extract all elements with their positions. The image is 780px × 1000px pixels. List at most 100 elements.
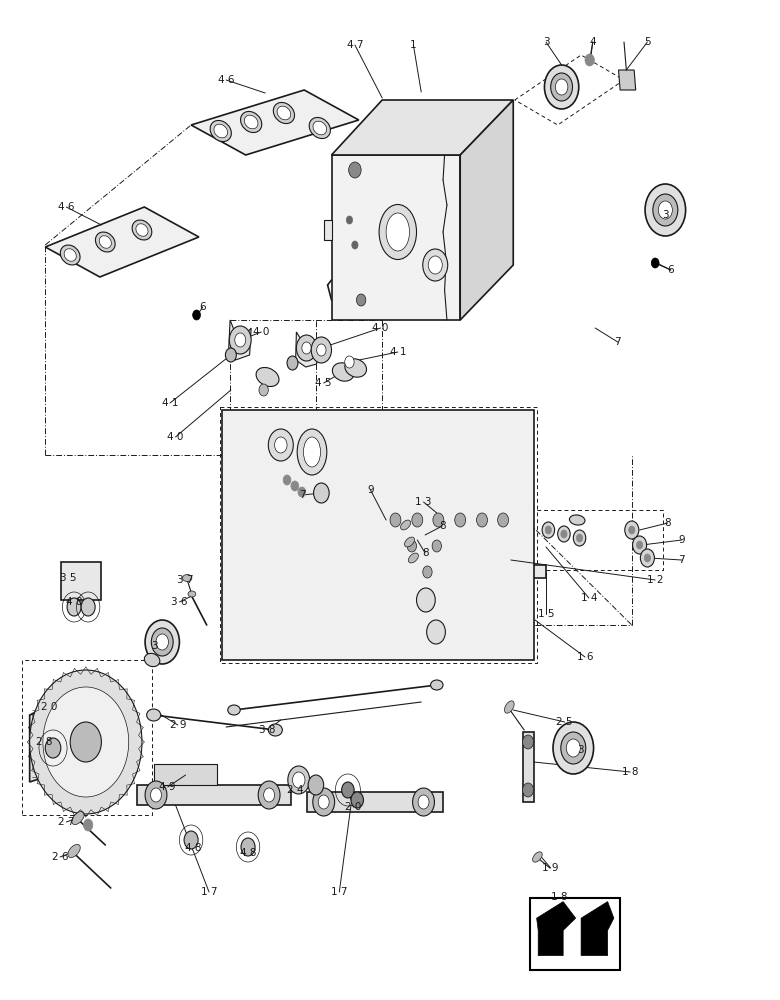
Polygon shape: [581, 902, 614, 956]
Text: 4 1: 4 1: [161, 398, 179, 408]
Text: 1 7: 1 7: [331, 887, 348, 897]
Text: 1 2: 1 2: [647, 575, 664, 585]
Ellipse shape: [60, 245, 80, 265]
Circle shape: [498, 513, 509, 527]
Circle shape: [432, 540, 441, 552]
Circle shape: [283, 475, 291, 485]
Text: 4 1: 4 1: [389, 347, 406, 357]
Ellipse shape: [95, 232, 115, 252]
Circle shape: [356, 294, 366, 306]
Circle shape: [428, 256, 442, 274]
Polygon shape: [154, 764, 217, 785]
Ellipse shape: [533, 852, 542, 862]
Ellipse shape: [132, 220, 152, 240]
Circle shape: [298, 487, 306, 497]
Circle shape: [523, 783, 534, 797]
Circle shape: [551, 73, 573, 101]
Circle shape: [314, 483, 329, 503]
Circle shape: [345, 356, 354, 368]
Circle shape: [417, 588, 435, 612]
Ellipse shape: [297, 429, 327, 475]
Circle shape: [455, 513, 466, 527]
Ellipse shape: [379, 205, 417, 259]
Text: 2 0: 2 0: [41, 702, 57, 712]
Circle shape: [311, 337, 332, 363]
Ellipse shape: [244, 115, 258, 129]
Circle shape: [427, 620, 445, 644]
Text: 3: 3: [151, 641, 158, 651]
Polygon shape: [296, 332, 318, 367]
Ellipse shape: [431, 680, 443, 690]
Circle shape: [291, 481, 299, 491]
Circle shape: [302, 342, 311, 354]
Circle shape: [313, 788, 335, 816]
Circle shape: [145, 781, 167, 809]
Ellipse shape: [332, 363, 354, 381]
Text: 4 0: 4 0: [254, 327, 269, 337]
Text: 2 7: 2 7: [58, 817, 75, 827]
Text: 1 3: 1 3: [415, 497, 432, 507]
Circle shape: [553, 722, 594, 774]
Text: 4 6: 4 6: [218, 75, 235, 85]
Circle shape: [477, 513, 488, 527]
Circle shape: [349, 162, 361, 178]
Text: 1 5: 1 5: [537, 609, 555, 619]
Circle shape: [412, 513, 423, 527]
Circle shape: [70, 722, 101, 762]
Polygon shape: [191, 90, 359, 155]
Ellipse shape: [68, 844, 80, 858]
Text: 7: 7: [615, 337, 621, 347]
Ellipse shape: [401, 520, 410, 530]
Text: 4: 4: [590, 37, 596, 47]
Polygon shape: [324, 220, 332, 240]
Text: 8: 8: [422, 548, 428, 558]
Polygon shape: [619, 70, 636, 90]
Text: 6: 6: [200, 302, 206, 312]
Circle shape: [544, 65, 579, 109]
Ellipse shape: [188, 591, 196, 597]
Ellipse shape: [268, 724, 282, 736]
Polygon shape: [307, 792, 443, 812]
Circle shape: [151, 788, 161, 802]
Ellipse shape: [64, 249, 76, 261]
Polygon shape: [537, 902, 576, 956]
Polygon shape: [332, 100, 513, 155]
Ellipse shape: [144, 653, 160, 667]
Text: 2 5: 2 5: [556, 717, 573, 727]
Polygon shape: [136, 785, 291, 805]
Circle shape: [651, 258, 659, 268]
Text: 4 0: 4 0: [168, 432, 183, 442]
Circle shape: [390, 513, 401, 527]
Circle shape: [653, 194, 678, 226]
Circle shape: [258, 781, 280, 809]
Polygon shape: [45, 207, 199, 277]
Circle shape: [418, 795, 429, 809]
Text: 3: 3: [543, 37, 549, 47]
Ellipse shape: [228, 705, 240, 715]
Text: 6: 6: [668, 265, 674, 275]
Circle shape: [287, 356, 298, 370]
Circle shape: [241, 838, 255, 856]
Circle shape: [433, 513, 444, 527]
Text: 2 8: 2 8: [36, 737, 53, 747]
Text: 3 7: 3 7: [177, 575, 194, 585]
Circle shape: [658, 201, 672, 219]
Circle shape: [30, 670, 142, 814]
Polygon shape: [222, 410, 534, 660]
Circle shape: [629, 526, 635, 534]
Circle shape: [308, 775, 324, 795]
Ellipse shape: [214, 124, 228, 138]
Text: 1 7: 1 7: [200, 887, 218, 897]
Circle shape: [184, 831, 198, 849]
Circle shape: [229, 326, 251, 354]
Circle shape: [561, 530, 567, 538]
Circle shape: [423, 249, 448, 281]
Circle shape: [145, 620, 179, 664]
Polygon shape: [30, 705, 57, 782]
Ellipse shape: [405, 537, 414, 547]
Polygon shape: [413, 565, 546, 578]
Text: 3 5: 3 5: [60, 573, 77, 583]
Text: 4 9: 4 9: [159, 782, 176, 792]
Circle shape: [585, 54, 594, 66]
Circle shape: [296, 335, 317, 361]
